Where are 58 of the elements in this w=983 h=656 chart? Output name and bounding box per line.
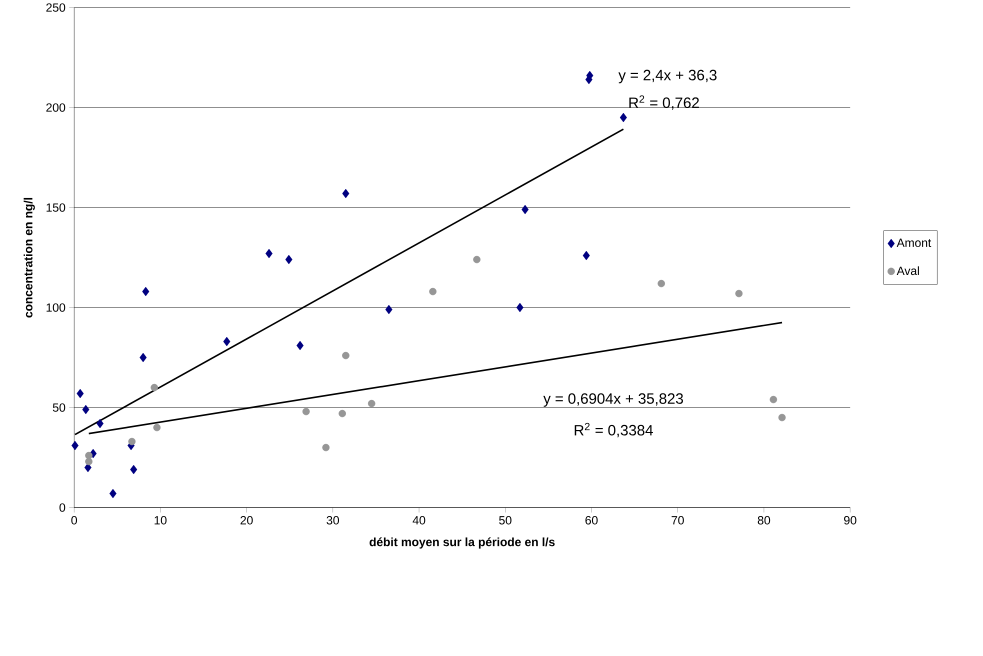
- annotation: R$^{2}$ = 0,762: [629, 96, 699, 110]
- point: [84, 463, 92, 472]
- legend-label: Aval: [896, 266, 919, 276]
- point: [71, 441, 79, 450]
- annotation: R$^{2}$ = 0,3384: [574, 423, 653, 438]
- point: [142, 287, 150, 296]
- point: [658, 280, 666, 288]
- x-tick-label: 50: [499, 516, 512, 525]
- x-tick-label: 70: [672, 516, 684, 525]
- x-tick-label: 20: [240, 516, 253, 525]
- point: [368, 400, 376, 408]
- x-tick-label: 60: [585, 516, 598, 525]
- point: [223, 337, 230, 346]
- point: [128, 438, 136, 446]
- point: [342, 352, 350, 360]
- point: [473, 256, 480, 264]
- point: [265, 249, 273, 258]
- point: [153, 424, 161, 432]
- x-tick-label: 0: [71, 516, 78, 525]
- y-tick-label: 50: [52, 404, 66, 412]
- point: [82, 405, 90, 414]
- x-tick-label: 90: [844, 516, 856, 525]
- point: [85, 458, 93, 466]
- point: [770, 396, 778, 404]
- point: [130, 465, 138, 474]
- y-tick-label: 250: [46, 4, 66, 12]
- point: [342, 189, 350, 198]
- x-tick-label: 40: [412, 516, 426, 525]
- y-tick-label: 100: [46, 304, 66, 312]
- point: [516, 303, 524, 312]
- point: [150, 384, 158, 392]
- point: [522, 205, 529, 214]
- y-tick-label: 150: [46, 204, 66, 212]
- point: [582, 251, 590, 260]
- point: [385, 305, 392, 314]
- annotation: y = 2,4x + 36,3: [618, 70, 717, 84]
- point: [296, 341, 304, 350]
- annotation: y = 0,6904x + 35,823: [543, 393, 684, 408]
- y-axis-title: concentration en ng/l: [24, 198, 35, 318]
- point: [429, 288, 437, 296]
- x-tick-label: 10: [154, 516, 167, 525]
- point: [778, 414, 786, 422]
- point: [285, 255, 292, 264]
- point: [338, 410, 346, 418]
- y-tick-label: 200: [46, 104, 66, 112]
- point: [109, 489, 117, 498]
- point: [302, 408, 310, 416]
- y-tick-label: 0: [59, 504, 66, 512]
- point: [322, 444, 330, 452]
- point: [735, 290, 743, 298]
- x-tick-label: 30: [326, 516, 340, 525]
- legend-label: Amont: [896, 238, 932, 248]
- x-tick-label: 80: [758, 516, 770, 525]
- x-axis-title: débit moyen sur la période en l/s: [370, 538, 555, 549]
- point: [620, 113, 627, 122]
- point: [76, 389, 84, 398]
- point: [96, 419, 104, 428]
- point: [140, 353, 147, 362]
